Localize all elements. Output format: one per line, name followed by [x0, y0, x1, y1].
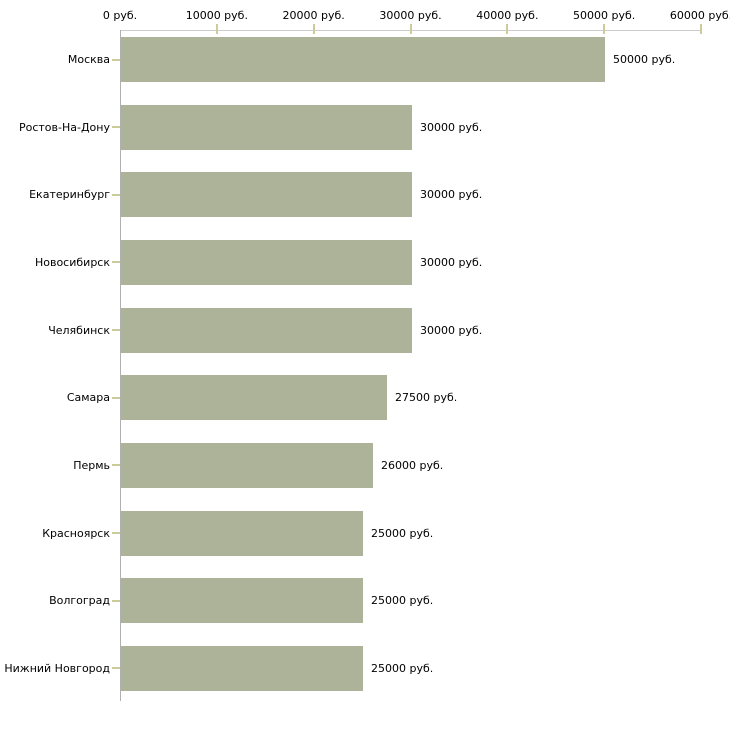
value-label: 26000 руб. [381, 458, 444, 472]
value-label: 30000 руб. [420, 120, 483, 134]
bar [121, 104, 412, 150]
x-axis-tick-mark [506, 24, 509, 34]
value-label: 25000 руб. [371, 526, 434, 540]
bar [121, 375, 387, 421]
y-axis-tick-mark [112, 396, 120, 399]
x-axis-tick-mark [603, 24, 606, 34]
bar [121, 239, 412, 285]
y-axis-tick-mark [112, 667, 120, 670]
bar [121, 442, 373, 488]
value-label: 30000 руб. [420, 255, 483, 269]
x-axis-tick-label: 60000 руб. [669, 9, 730, 22]
y-axis-tick-mark [112, 193, 120, 196]
y-axis-tick-mark [112, 126, 120, 129]
value-label: 25000 руб. [371, 661, 434, 675]
category-label: Самара [66, 391, 110, 405]
category-label: Ростов-На-Дону [18, 120, 110, 134]
category-label: Красноярск [42, 526, 110, 540]
value-label: 30000 руб. [420, 323, 483, 337]
x-axis-tick-label: 20000 руб. [282, 9, 345, 22]
x-axis-tick-label: 40000 руб. [476, 9, 539, 22]
x-axis-tick-label: 0 руб. [102, 9, 138, 22]
category-label: Новосибирск [34, 255, 110, 269]
value-label: 30000 руб. [420, 188, 483, 202]
category-label: Екатеринбург [29, 188, 110, 202]
x-axis-tick-mark [312, 24, 315, 34]
x-axis-tick-label: 50000 руб. [573, 9, 636, 22]
category-label: Москва [67, 53, 110, 66]
y-axis-tick-mark [112, 599, 120, 602]
x-axis-tick-label: 30000 руб. [379, 9, 442, 22]
x-axis-tick-mark [700, 24, 702, 34]
value-label: 27500 руб. [395, 391, 458, 405]
category-label: Нижний Новгород [4, 661, 110, 675]
bar [121, 510, 363, 556]
bar [121, 37, 605, 82]
y-axis-tick-mark [112, 329, 120, 332]
x-axis-tick-label: 10000 руб. [185, 9, 248, 22]
y-axis-tick-mark [112, 532, 120, 535]
bar [121, 645, 363, 691]
value-label: 50000 руб. [613, 53, 676, 66]
bar [121, 307, 412, 353]
y-axis-tick-mark [112, 464, 120, 467]
value-label: 25000 руб. [371, 594, 434, 608]
category-label: Челябинск [48, 323, 110, 337]
category-label: Волгоград [49, 594, 110, 608]
x-axis-tick-mark [409, 24, 412, 34]
x-axis-tick-mark [215, 24, 218, 34]
y-axis-tick-mark [112, 261, 120, 264]
y-axis-line [120, 30, 121, 701]
bar [121, 172, 412, 218]
bar [121, 578, 363, 624]
y-axis-tick-mark [112, 58, 120, 61]
category-label: Пермь [73, 458, 110, 472]
